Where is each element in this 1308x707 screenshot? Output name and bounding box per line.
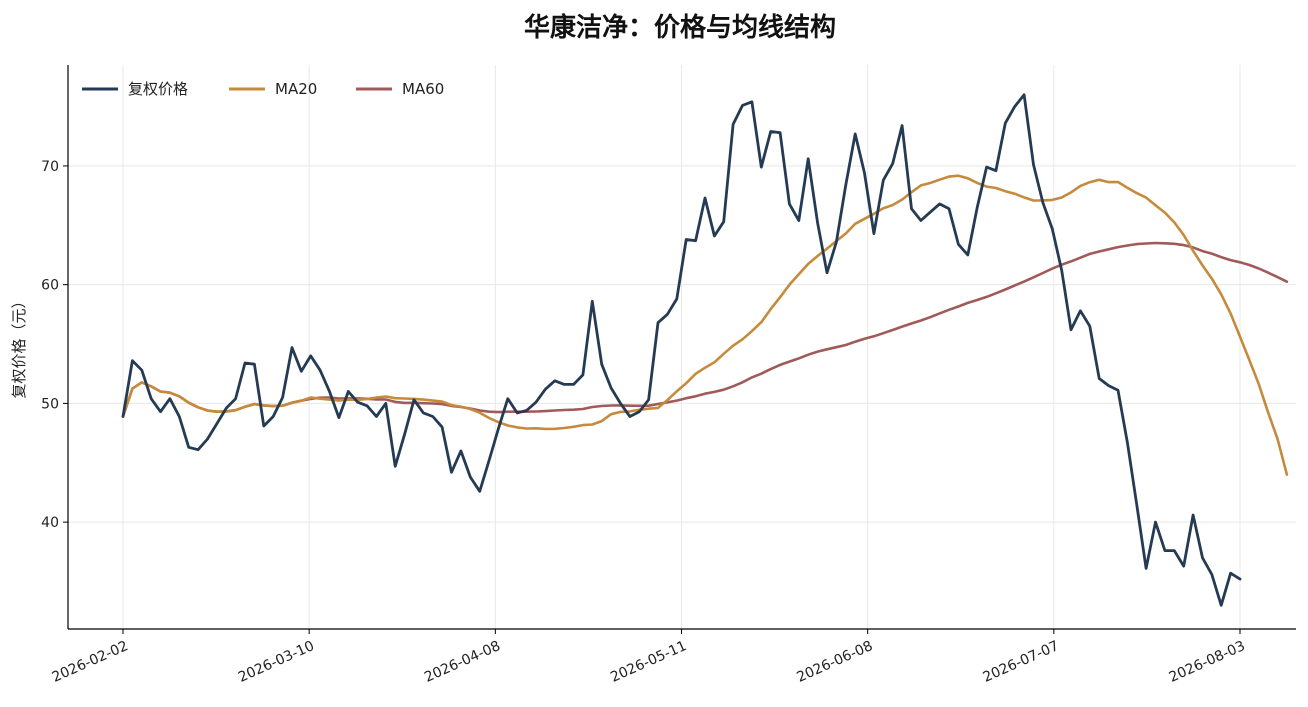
legend-label-price: 复权价格 <box>128 80 188 98</box>
x-tick-label: 2026-06-08 <box>794 638 875 686</box>
x-tick-label: 2026-02-02 <box>50 638 131 686</box>
chart-title: 华康洁净：价格与均线结构 <box>524 12 836 43</box>
tick-layer: 2026-02-02 2026-03-10 2026-04-08 2026-05-11… <box>41 159 1247 686</box>
x-tick-label: 2026-05-11 <box>608 638 689 686</box>
y-tick-label: 70 <box>41 159 59 175</box>
legend-label-ma60: MA60 <box>402 80 444 98</box>
legend-label-ma20: MA20 <box>275 80 317 98</box>
x-tick-label: 2026-08-03 <box>1167 638 1248 686</box>
x-tick-label: 2026-03-10 <box>236 638 317 686</box>
series-layer <box>121 93 1289 607</box>
x-tick-label: 2026-07-07 <box>981 638 1062 686</box>
y-axis-label: 复权价格（元） <box>10 293 28 398</box>
ma60-line <box>121 241 1289 418</box>
ma20-line <box>121 174 1289 476</box>
y-tick-label: 50 <box>41 396 59 412</box>
y-tick-label: 40 <box>41 515 59 531</box>
x-tick-label: 2026-04-08 <box>422 638 503 686</box>
y-tick-label: 60 <box>41 278 59 294</box>
price-line <box>121 93 1242 607</box>
grid-layer <box>68 65 1296 629</box>
legend: 复权价格 MA20 MA60 <box>82 80 444 98</box>
